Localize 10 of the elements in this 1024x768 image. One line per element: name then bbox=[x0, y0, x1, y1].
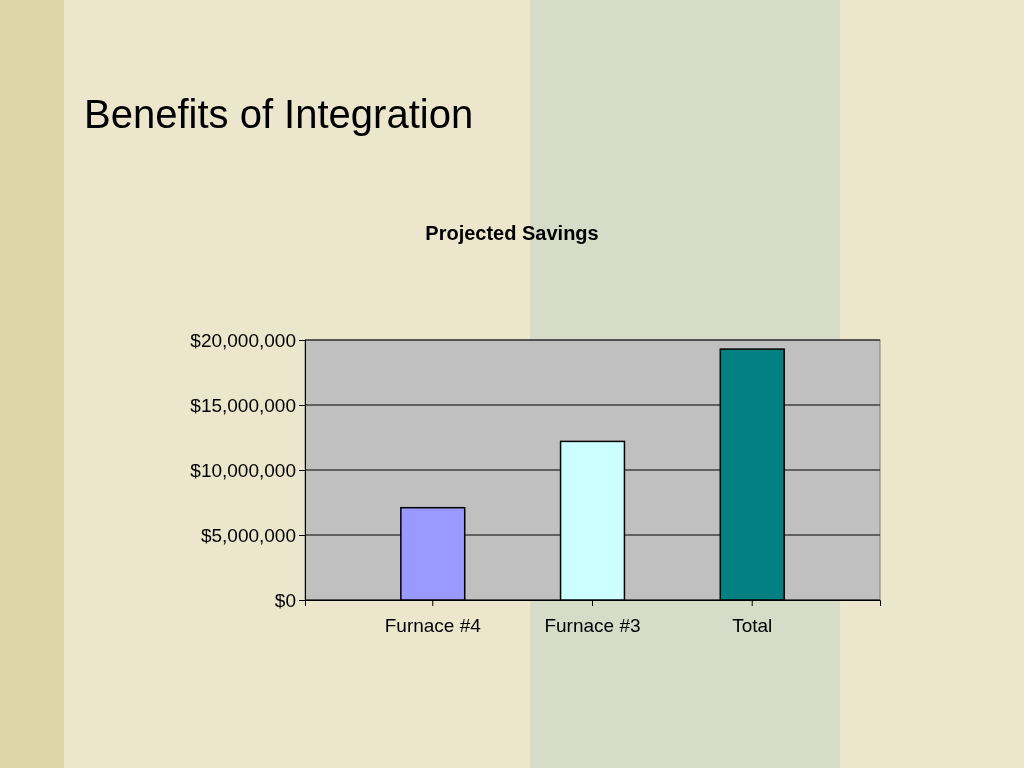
y-tick-label: $20,000,000 bbox=[190, 329, 296, 351]
chart-title: Benefits of Integration bbox=[84, 92, 474, 136]
y-tick-label: $5,000,000 bbox=[200, 524, 296, 546]
y-tick-label: $0 bbox=[274, 589, 296, 611]
x-tick-label: Furnace #4 bbox=[384, 614, 482, 636]
x-tick-label: Furnace #3 bbox=[544, 614, 641, 636]
chart-subtitle: Projected Savings bbox=[425, 222, 599, 244]
y-tick-label: $15,000,000 bbox=[190, 394, 296, 416]
y-tick-label: $10,000,000 bbox=[190, 459, 296, 481]
x-tick-label: Total bbox=[732, 614, 773, 636]
